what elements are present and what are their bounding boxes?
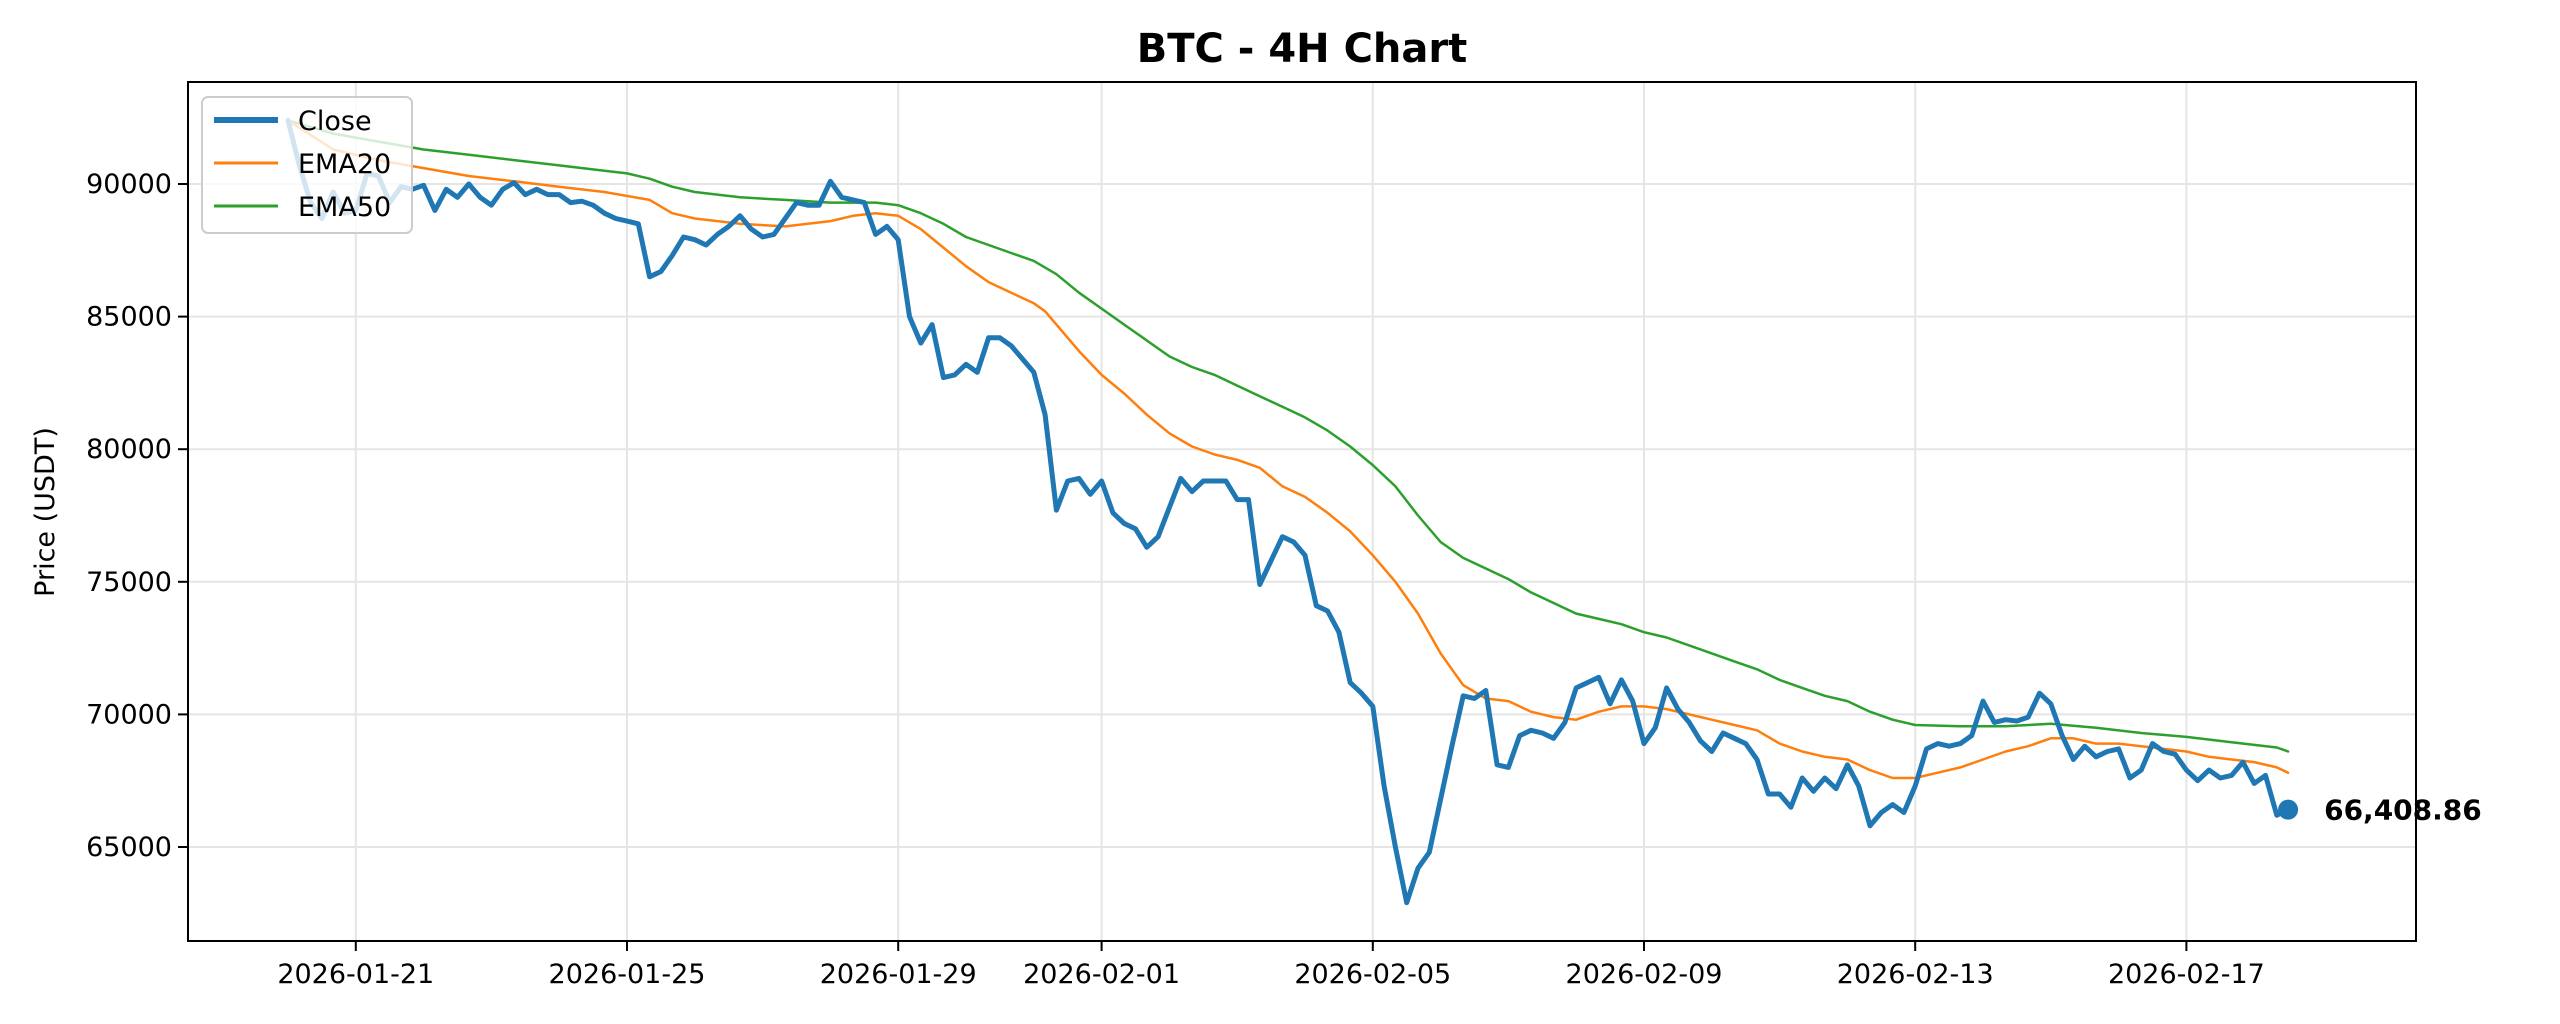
y-tick-label: 65000 xyxy=(86,832,172,863)
x-tick-label: 2026-02-01 xyxy=(1023,959,1180,990)
x-tick-label: 2026-01-25 xyxy=(549,959,706,990)
x-tick-label: 2026-01-29 xyxy=(820,959,977,990)
series-ema50 xyxy=(286,119,2290,753)
chart-title: BTC - 4H Chart xyxy=(1137,26,1468,72)
x-tick-label: 2026-02-17 xyxy=(2108,959,2265,990)
legend-label-ema50: EMA50 xyxy=(298,192,391,223)
y-axis: 65000 70000 75000 80000 85000 90000 xyxy=(86,169,188,863)
y-tick-label: 85000 xyxy=(86,302,172,333)
plot-frame xyxy=(187,81,2417,942)
y-tick-label: 90000 xyxy=(86,169,172,200)
last-close-label: 66,408.86 xyxy=(2324,794,2482,827)
legend-label-ema20: EMA20 xyxy=(298,149,391,180)
series-ema20 xyxy=(286,119,2290,780)
y-axis-label: Price (USDT) xyxy=(30,427,61,597)
legend: Close EMA20 EMA50 xyxy=(201,96,413,234)
x-tick-label: 2026-02-13 xyxy=(1837,959,1994,990)
grid-lines xyxy=(188,82,2416,941)
y-tick-label: 80000 xyxy=(86,434,172,465)
last-close-marker xyxy=(2278,799,2299,820)
x-tick-label: 2026-02-09 xyxy=(1566,959,1723,990)
x-tick-label: 2026-02-05 xyxy=(1294,959,1451,990)
y-tick-label: 70000 xyxy=(86,699,172,730)
series-lines xyxy=(285,117,2291,906)
legend-label-close: Close xyxy=(298,106,372,137)
x-axis: 2026-01-21 2026-01-25 2026-01-29 2026-02-01… xyxy=(277,941,2265,990)
x-tick-label: 2026-01-21 xyxy=(277,959,434,990)
series-close xyxy=(285,117,2291,906)
y-tick-label: 75000 xyxy=(86,567,172,598)
